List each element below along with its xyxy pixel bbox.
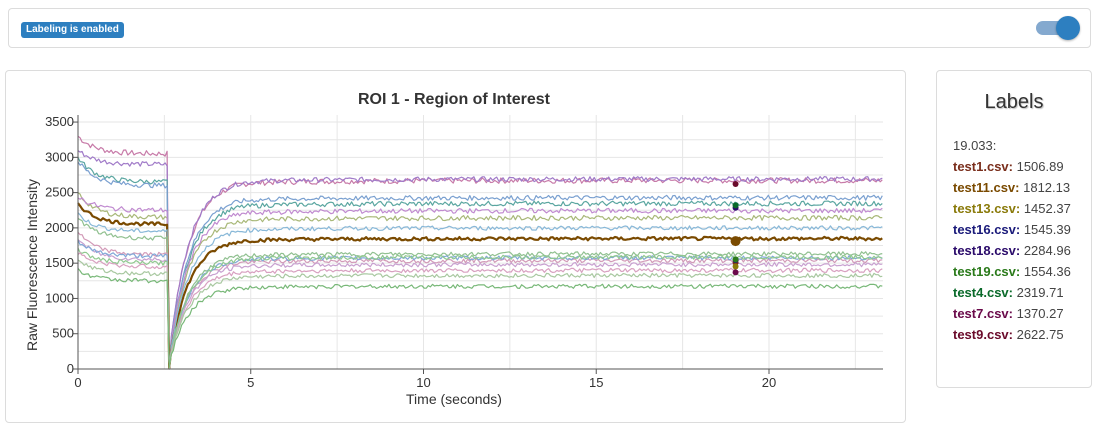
label-value: 1545.39: [1020, 222, 1071, 237]
roi-line-chart[interactable]: 0 5 10 15 20 0 500 1000 1500 2000 2500 3000 3500 ROI…: [6, 71, 905, 422]
y-tick-label: 1500: [45, 255, 74, 270]
label-value: 1506.89: [1012, 159, 1064, 174]
chart-title: ROI 1 - Region of Interest: [358, 91, 551, 108]
cursor-marker: [730, 236, 741, 247]
label-row: test9.csv: 2622.75: [953, 327, 1064, 342]
label-row: test1.csv: 1506.89: [953, 159, 1064, 174]
label-value: 1370.27: [1012, 306, 1064, 321]
label-value: 1452.37: [1020, 201, 1071, 216]
label-file-name: test19.csv:: [953, 264, 1021, 279]
label-file-name: test13.csv:: [953, 201, 1021, 216]
cursor-marker: [732, 263, 739, 270]
x-tick-label: 5: [247, 375, 254, 390]
label-value: 2622.75: [1012, 327, 1064, 342]
y-tick-label: 3000: [45, 149, 74, 164]
series-line: [77, 259, 883, 370]
label-file-name: test18.csv:: [953, 243, 1021, 258]
label-file-name: test11.csv:: [953, 180, 1020, 195]
y-tick-label: 500: [52, 326, 74, 341]
y-tick-label: 1000: [45, 290, 74, 305]
series-line: [77, 268, 883, 368]
label-file-name: test7.csv:: [953, 306, 1013, 321]
x-tick-label: 0: [74, 375, 81, 390]
series-layer: [77, 135, 883, 370]
series-line: [77, 150, 883, 369]
y-tick-label: 3500: [45, 114, 74, 129]
series-line: [77, 217, 883, 369]
label-file-name: test9.csv:: [953, 327, 1013, 342]
series-line: [77, 252, 883, 370]
label-file-name: test16.csv:: [953, 222, 1021, 237]
labeling-bar: Labeling is enabled: [8, 8, 1091, 48]
series-line: [77, 247, 883, 370]
label-row: test4.csv: 2319.71: [953, 285, 1064, 300]
x-tick-label: 20: [762, 375, 776, 390]
y-tick-label: 2000: [45, 220, 74, 235]
labeling-toggle[interactable]: [1036, 15, 1080, 41]
label-value: 1812.13: [1019, 180, 1071, 195]
x-axis-title: Time (seconds): [406, 391, 502, 407]
series-line: [77, 239, 883, 370]
cursor-marker: [732, 202, 739, 209]
toggle-knob[interactable]: [1056, 16, 1080, 40]
cursor-marker: [732, 269, 739, 276]
label-row: test18.csv: 2284.96: [953, 243, 1071, 258]
cursor-marker: [732, 180, 739, 187]
chart-axes: [73, 115, 883, 374]
label-file-name: test1.csv:: [953, 159, 1013, 174]
series-line: [77, 161, 883, 370]
label-value: 1554.36: [1020, 264, 1071, 279]
label-file-name: test4.csv:: [953, 285, 1013, 300]
tick-labels: 0 5 10 15 20 0 500 1000 1500 2000 2500 3000 3500: [45, 114, 776, 390]
y-tick-label: 2500: [45, 185, 74, 200]
series-line: [77, 239, 883, 369]
series-line: [77, 212, 883, 370]
cursor-markers: [730, 180, 741, 276]
label-value: 2319.71: [1012, 285, 1064, 300]
labels-time: 19.033:: [953, 138, 997, 153]
series-line: [77, 197, 883, 370]
label-row: test16.csv: 1545.39: [953, 222, 1071, 237]
label-row: test19.csv: 1554.36: [953, 264, 1071, 279]
label-row: test7.csv: 1370.27: [953, 306, 1064, 321]
series-line: [77, 156, 883, 369]
labels-panel: Labels 19.033: test1.csv: 1506.89 test11.…: [936, 70, 1092, 388]
chart-grid: [77, 115, 883, 370]
y-axis-title: Raw Fluorescence Intensity: [24, 179, 40, 351]
labels-title: Labels: [984, 91, 1044, 113]
x-tick-label: 15: [589, 375, 603, 390]
label-value: 2284.96: [1020, 243, 1071, 258]
y-tick-label: 0: [67, 361, 74, 376]
series-line: [77, 192, 883, 369]
label-row: test11.csv: 1812.13: [953, 180, 1070, 195]
labeling-status-badge: Labeling is enabled: [21, 22, 124, 38]
series-line: [77, 202, 883, 370]
x-tick-label: 10: [416, 375, 430, 390]
series-line: [77, 231, 883, 370]
cursor-marker: [732, 256, 739, 263]
chart-panel: 0 5 10 15 20 0 500 1000 1500 2000 2500 3000 3500 ROI…: [5, 70, 906, 423]
label-row: test13.csv: 1452.37: [953, 201, 1071, 216]
